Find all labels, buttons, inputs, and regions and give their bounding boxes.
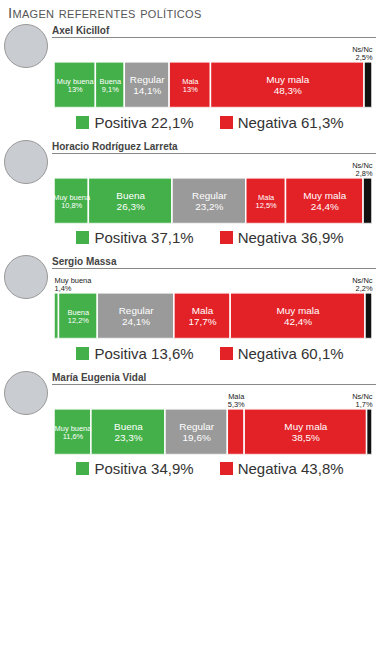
svg-text:Muy buena11,6%: Muy buena11,6% (55, 423, 93, 440)
svg-text:Ns/Nc2,2%: Ns/Nc2,2% (352, 276, 373, 293)
html-text:Negativa 43,8%: Negativa 43,8% (237, 460, 344, 478)
svg-text:Mala12,5%: Mala12,5% (256, 192, 277, 209)
svg-text:Buena12,2%: Buena12,2% (68, 308, 90, 325)
html-text:Negativa 36,9%: Negativa 36,9% (237, 229, 344, 247)
svg-text:Muy buena1,4%: Muy buena1,4% (55, 276, 93, 293)
svg-text:Mala17,7%: Mala17,7% (188, 305, 216, 327)
svg-text:Buena23,3%: Buena23,3% (114, 421, 143, 443)
svg-text:Buena26,3%: Buena26,3% (116, 190, 145, 212)
html-text:Imagen referentes políticos: Imagen referentes políticos (8, 4, 202, 21)
svg-text:Buena9,1%: Buena9,1% (100, 77, 122, 94)
html-text:Negativa 60,1%: Negativa 60,1% (237, 344, 344, 362)
svg-text:Ns/Nc2,8%: Ns/Nc2,8% (352, 161, 373, 178)
svg-text:Muy mala24,4%: Muy mala24,4% (303, 190, 346, 212)
svg-text:Mala13%: Mala13% (182, 77, 199, 94)
svg-text:Regular19,6%: Regular19,6% (179, 421, 214, 443)
svg-text:Regular23,2%: Regular23,2% (192, 190, 227, 212)
svg-text:Ns/Nc2,5%: Ns/Nc2,5% (352, 45, 373, 62)
svg-text:Muy buena13%: Muy buena13% (57, 77, 95, 94)
svg-text:Regular24,1%: Regular24,1% (119, 305, 154, 327)
html-text:Positiva 22,1%: Positiva 22,1% (94, 113, 194, 131)
html-text:Positiva 34,9%: Positiva 34,9% (94, 460, 194, 478)
html-text:Positiva 37,1%: Positiva 37,1% (94, 229, 194, 247)
html-text:Sergio Massa: Sergio Massa (52, 256, 117, 268)
svg-text:Muy buena10,8%: Muy buena10,8% (53, 192, 91, 209)
svg-text:Mala5,3%: Mala5,3% (228, 392, 245, 409)
svg-text:Muy mala48,3%: Muy mala48,3% (266, 74, 309, 96)
html-text:Positiva 13,6%: Positiva 13,6% (94, 344, 194, 362)
svg-text:Muy mala38,5%: Muy mala38,5% (284, 421, 327, 443)
html-text:Horacio Rodríguez Larreta: Horacio Rodríguez Larreta (52, 140, 178, 152)
svg-text:Regular14,1%: Regular14,1% (130, 74, 165, 96)
html-text:Axel Kicillof: Axel Kicillof (52, 25, 110, 36)
svg-text:Muy mala42,4%: Muy mala42,4% (277, 305, 320, 327)
svg-text:Ns/Nc1,7%: Ns/Nc1,7% (352, 392, 373, 409)
html-text:Negativa 61,3%: Negativa 61,3% (237, 113, 344, 131)
html-text:María Eugenia Vidal: María Eugenia Vidal (52, 371, 147, 383)
